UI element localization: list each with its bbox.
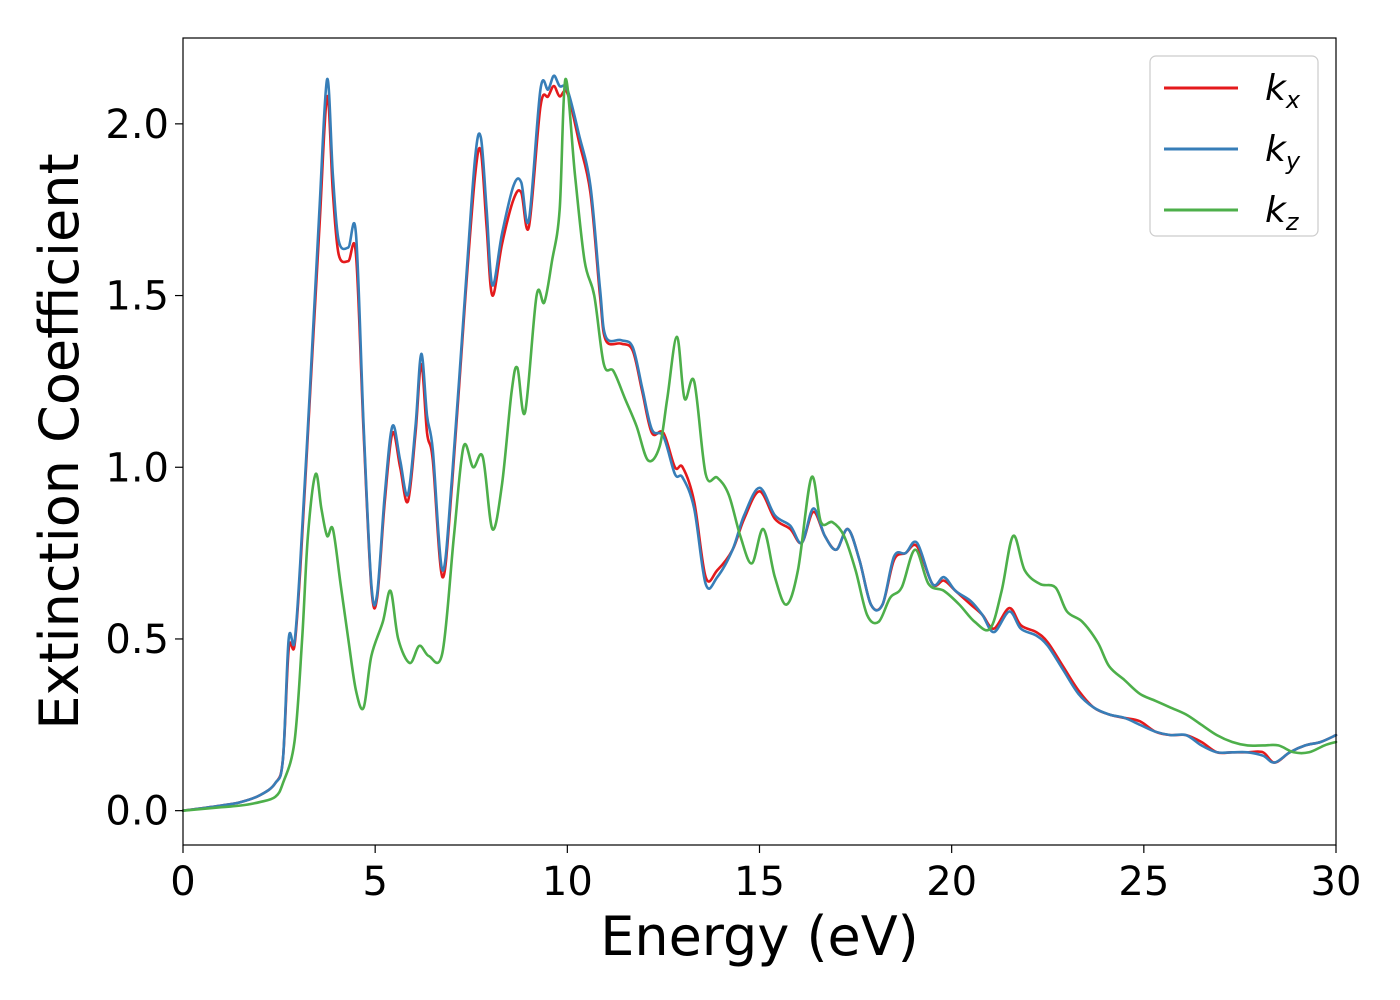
y-tick-label: 1.5: [105, 274, 169, 320]
legend-label-base: k: [1265, 129, 1288, 170]
x-tick-label: 25: [1118, 859, 1169, 905]
y-axis-title: Extinction Coefficient: [28, 153, 91, 729]
legend-label-kz: kz: [1265, 190, 1300, 236]
legend-label-ky: ky: [1265, 129, 1301, 175]
y-tick-label: 2.0: [105, 102, 169, 148]
x-tick-label: 20: [926, 859, 977, 905]
y-tick-label: 0.0: [105, 789, 169, 835]
x-tick-label: 5: [362, 859, 387, 905]
series-line-kz: [181, 77, 1338, 812]
legend-label-base: k: [1265, 190, 1288, 231]
y-tick-label: 1.0: [105, 445, 169, 491]
x-tick-label: 15: [734, 859, 785, 905]
legend-label-kx: kx: [1265, 68, 1301, 114]
legend-label-subscript: x: [1285, 86, 1301, 114]
series-layer: [181, 74, 1338, 812]
legend-label-subscript: y: [1285, 147, 1301, 175]
legend-label-subscript: z: [1285, 208, 1300, 236]
legend-label-base: k: [1265, 68, 1288, 109]
y-axis-ticks: 0.0 0.5 1.0 1.5 2.0: [105, 102, 183, 835]
x-axis-title: Energy (eV): [600, 905, 919, 968]
x-tick-label: 30: [1311, 859, 1362, 905]
x-tick-label: 0: [170, 859, 195, 905]
x-tick-label: 10: [542, 859, 593, 905]
x-axis-ticks: 0 5 10 15 20 25 30: [170, 845, 1361, 905]
series-line-ky: [181, 74, 1338, 812]
y-tick-label: 0.5: [105, 617, 169, 663]
legend-box: [1149, 55, 1319, 237]
